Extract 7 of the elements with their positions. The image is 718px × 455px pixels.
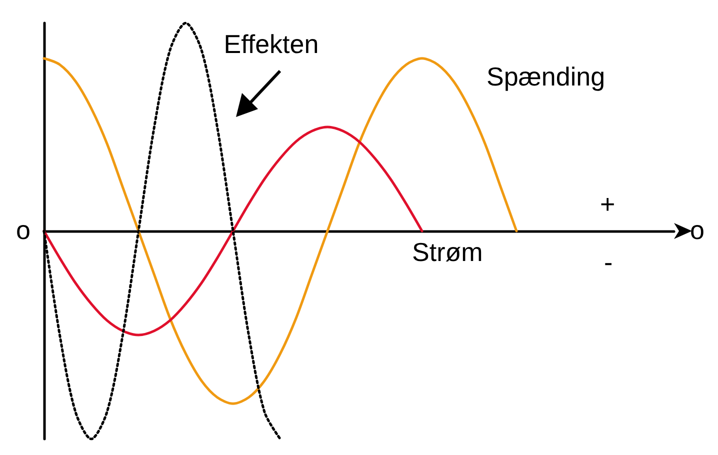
annotation: + bbox=[600, 189, 616, 219]
text: o bbox=[16, 215, 30, 245]
text: o bbox=[690, 215, 704, 245]
series-label: Effekten bbox=[224, 29, 319, 59]
series-label: Strøm bbox=[412, 237, 483, 267]
annotation: - bbox=[604, 247, 613, 277]
series-label: Spænding bbox=[486, 61, 606, 92]
